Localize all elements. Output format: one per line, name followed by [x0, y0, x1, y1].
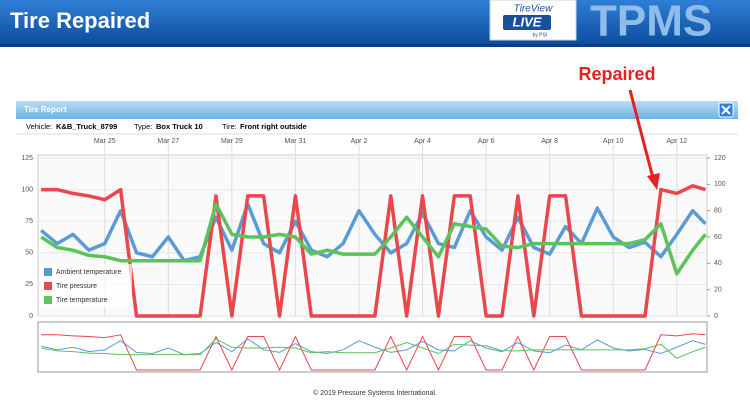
close-icon	[721, 105, 731, 115]
logo-live: LIVE	[513, 14, 542, 29]
y2-tick-label: 100	[714, 181, 726, 188]
header-bar	[0, 0, 750, 44]
x-tick-label: Mar 27	[157, 138, 180, 145]
y-tick-label: 75	[25, 218, 33, 225]
logo-text: TireView	[514, 4, 553, 15]
vehicle-label: Vehicle:	[26, 122, 52, 131]
y2-tick-label: 120	[714, 155, 726, 162]
legend-label: Tire temperature	[56, 297, 108, 304]
x-tick-label: Apr 4	[414, 138, 431, 145]
brand: TPMS	[590, 0, 712, 46]
y2-tick-label: 40	[714, 260, 722, 267]
logo-live-box	[503, 15, 551, 30]
y2-tick-label: 0	[714, 313, 718, 320]
navigator-line	[41, 338, 706, 359]
plot-area	[37, 154, 708, 317]
y2-tick-label: 20	[714, 287, 722, 294]
navigator	[37, 321, 708, 373]
legend-box	[40, 264, 132, 308]
y-tick-label: 0	[29, 313, 33, 320]
tire: Front right outside	[240, 122, 307, 131]
x-tick-label: Mar 25	[93, 138, 116, 145]
logo-by: by PSI	[533, 32, 548, 38]
type-label: Type:	[134, 122, 152, 131]
series-line	[40, 202, 707, 263]
x-tick-label: Mar 31	[284, 138, 307, 145]
legend-swatch	[44, 296, 52, 304]
x-tick-label: Apr 10	[602, 138, 624, 145]
legend-label: Ambient temperature	[56, 269, 121, 276]
footer: © 2019 Pressure Systems International.	[313, 389, 437, 397]
y2-tick-label: 60	[714, 234, 722, 241]
legend-label: Tire pressure	[56, 283, 97, 290]
annotation-arrowhead	[647, 173, 660, 190]
header-rule	[0, 44, 750, 47]
x-tick-label: Apr 12	[666, 138, 688, 145]
annotation-arrow	[628, 89, 655, 179]
x-tick-label: Mar 29	[220, 138, 243, 145]
y-tick-label: 50	[25, 250, 33, 257]
slide-title: Tire Repaired	[10, 8, 150, 33]
legend-swatch	[44, 268, 52, 276]
y-tick-label: 100	[21, 186, 33, 193]
navigator-line	[41, 333, 706, 372]
y-tick-label: 25	[25, 281, 33, 288]
legend-swatch	[44, 282, 52, 290]
report-title: Tire Report	[24, 105, 67, 114]
y2-tick-label: 80	[714, 208, 722, 215]
series-line	[41, 184, 706, 318]
report-bar	[16, 101, 738, 119]
annotation: Repaired	[578, 64, 655, 84]
x-tick-label: Apr 6	[477, 138, 495, 145]
navigator-line	[41, 338, 706, 356]
x-tick-label: Apr 2	[350, 138, 368, 145]
x-tick-label: Apr 8	[541, 138, 559, 145]
series-line	[40, 202, 707, 276]
y-tick-label: 125	[21, 155, 33, 162]
type: Box Truck 10	[156, 122, 203, 131]
vehicle: K&B_Truck_8799	[56, 122, 117, 131]
tire-label: Tire:	[222, 122, 237, 131]
